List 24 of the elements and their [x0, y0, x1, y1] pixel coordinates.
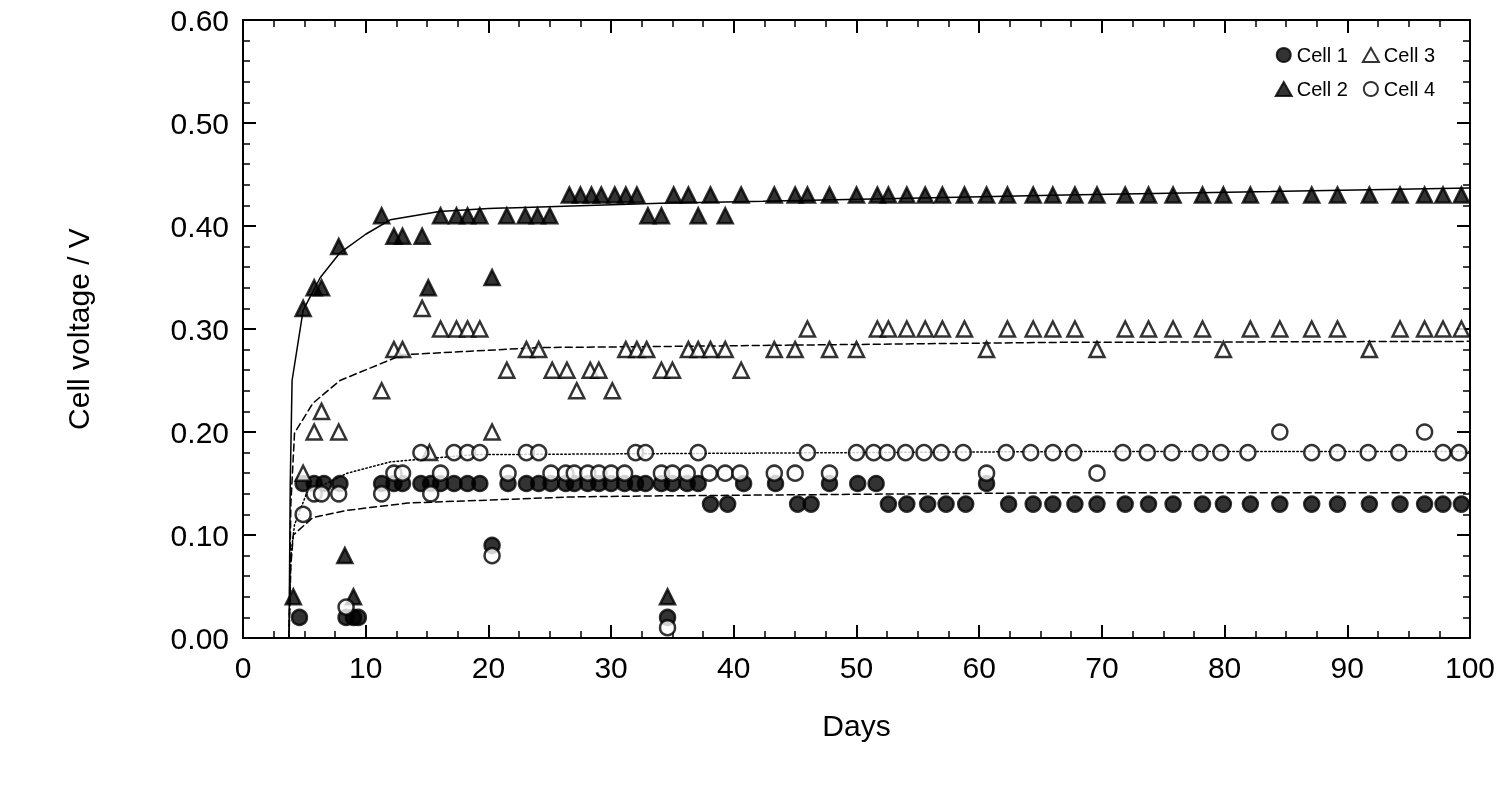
x-tick-label: 100 — [1444, 650, 1496, 684]
x-tick-label: 60 — [962, 650, 996, 684]
x-tick-label: 80 — [1207, 650, 1242, 684]
legend-label: Cell 3 — [1383, 44, 1436, 66]
legend-label: Cell 2 — [1296, 78, 1348, 100]
x-tick-label: 30 — [594, 650, 628, 684]
y-tick-label: 0.60 — [170, 3, 229, 37]
y-tick-label: 0.30 — [170, 312, 229, 346]
x-tick-label: 70 — [1085, 650, 1119, 684]
legend-label: Cell 1 — [1296, 44, 1348, 66]
x-tick-label: 10 — [349, 650, 383, 684]
x-tick-label: 20 — [471, 650, 506, 684]
y-tick-label: 0.00 — [170, 621, 229, 655]
x-tick-label: 40 — [717, 650, 751, 684]
x-tick-label: 50 — [839, 650, 874, 684]
x-axis-title: Days — [822, 708, 891, 742]
x-tick-label: 0 — [234, 650, 252, 684]
y-tick-label: 0.20 — [170, 415, 229, 449]
y-axis-title: Cell voltage / V — [61, 228, 95, 430]
y-tick-label: 0.10 — [170, 518, 229, 552]
y-tick-label: 0.50 — [170, 106, 229, 140]
x-tick-label: 90 — [1330, 650, 1364, 684]
legend-label: Cell 4 — [1383, 78, 1436, 100]
y-tick-label: 0.40 — [170, 209, 229, 243]
